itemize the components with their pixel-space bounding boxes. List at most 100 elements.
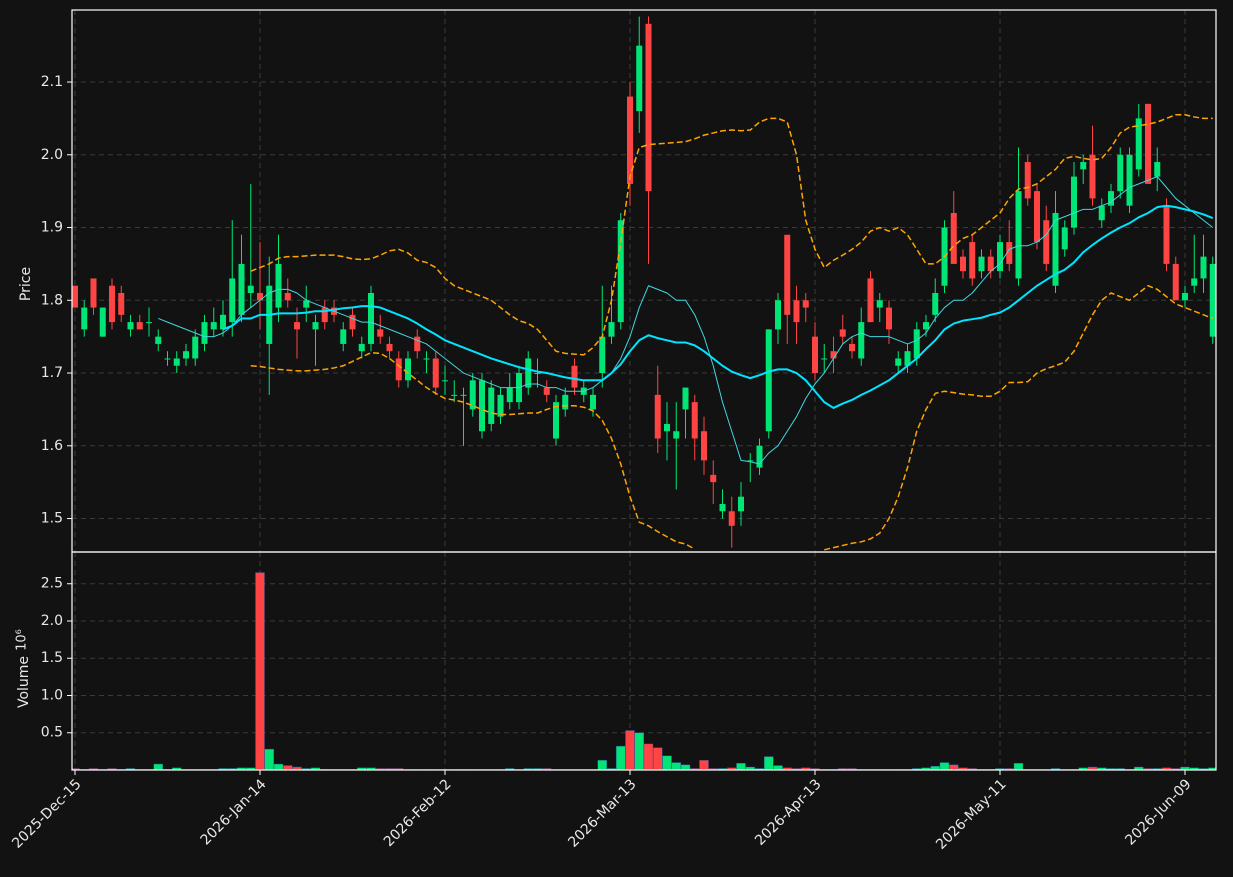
candle-body <box>987 256 994 272</box>
candle-body <box>738 496 744 512</box>
candle-body <box>1135 118 1142 170</box>
volume-bar <box>773 765 783 770</box>
y-tick-label: 2.0 <box>41 613 63 629</box>
volume-bar <box>736 763 746 770</box>
candle-body <box>571 365 578 388</box>
candle-body <box>368 293 374 344</box>
candle-body <box>960 256 966 272</box>
volume-bar <box>1208 767 1216 770</box>
volume-bar <box>236 767 247 770</box>
candle-body <box>1145 103 1151 184</box>
candle-body <box>867 278 874 323</box>
price-axis-label: Price <box>18 267 34 301</box>
candle-body <box>636 45 643 112</box>
candle-body <box>146 322 152 324</box>
y-tick-label: 1.6 <box>41 438 63 454</box>
candle-body <box>497 394 504 417</box>
candle-body <box>895 358 902 366</box>
candle-body <box>312 322 319 330</box>
candle-body <box>1061 227 1068 250</box>
volume-bar <box>310 767 321 770</box>
candle-body <box>414 336 421 352</box>
volume-bar <box>366 767 376 770</box>
volume-bar <box>699 760 709 770</box>
candle-body <box>691 402 698 439</box>
volume-bar <box>764 756 774 770</box>
candle-body <box>830 351 837 359</box>
volume-bar <box>680 764 691 770</box>
candle-body <box>164 358 171 360</box>
candle-body <box>719 503 726 512</box>
candle-body <box>395 358 402 381</box>
candle-body <box>99 307 106 337</box>
volume-bar <box>801 767 811 770</box>
candle-body <box>1126 154 1133 206</box>
candle-body <box>886 307 892 330</box>
candle-body <box>839 329 846 337</box>
candle-body <box>1191 278 1198 286</box>
candle-body <box>238 263 245 315</box>
candle-body <box>590 394 596 410</box>
candle-body <box>756 445 763 468</box>
candle-body <box>183 351 189 359</box>
candle-body <box>127 322 134 330</box>
indicator-line <box>158 176 1214 465</box>
candle-body <box>479 380 485 432</box>
candle-body <box>645 23 652 192</box>
y-tick-label: 2.1 <box>41 74 63 90</box>
candle-body <box>1163 205 1170 264</box>
volume-axis-scale: 10⁶ <box>15 629 30 651</box>
y-tick-label: 1.5 <box>41 511 63 527</box>
volume-bar <box>1087 766 1098 770</box>
volume-bar <box>1189 767 1199 770</box>
volume-bar <box>949 764 959 770</box>
candle-body <box>451 394 458 396</box>
candle-body <box>303 300 310 308</box>
volume-bar <box>246 767 256 770</box>
volume-bar <box>625 730 635 770</box>
volume-bar <box>1180 766 1190 770</box>
candle-body <box>506 387 513 403</box>
volume-bar <box>264 748 274 770</box>
candle-body <box>321 307 328 323</box>
candle-body <box>950 212 957 264</box>
volume-bar <box>597 760 607 770</box>
candle-body <box>710 474 717 483</box>
volume-axis-label: Volume 10⁶ <box>15 629 33 708</box>
candle-body <box>275 263 282 308</box>
candle-body <box>1108 191 1114 206</box>
y-tick-label: 1.7 <box>41 365 63 381</box>
candle-body <box>247 285 254 294</box>
volume-bar <box>1013 763 1024 770</box>
volume-bar <box>930 766 940 770</box>
volume-bar <box>653 747 663 770</box>
candle-body <box>525 358 532 388</box>
candle-body <box>469 380 476 410</box>
volume-bar <box>1161 767 1172 770</box>
candle-body <box>1154 162 1161 177</box>
candle-body <box>488 387 495 424</box>
volume-bar <box>939 762 950 770</box>
indicator-line <box>250 284 1214 551</box>
candle-body <box>812 336 818 374</box>
candle-body <box>294 322 300 330</box>
volume-bar <box>172 767 182 770</box>
candle-body <box>784 234 791 315</box>
candle-body <box>405 358 411 381</box>
volume-bar <box>283 765 293 770</box>
volume-bar <box>643 743 654 770</box>
candle-body <box>386 343 393 352</box>
price-layer <box>72 16 1216 551</box>
candle-body <box>1182 293 1188 301</box>
candle-body <box>1006 242 1013 264</box>
candle-body <box>136 322 143 330</box>
volume-bar <box>782 767 792 770</box>
candle-body <box>1080 162 1087 170</box>
candle-body <box>608 322 615 337</box>
candle-body <box>1089 154 1096 199</box>
candle-body <box>599 336 606 374</box>
volume-bar <box>634 732 644 770</box>
candle-body <box>617 220 624 323</box>
